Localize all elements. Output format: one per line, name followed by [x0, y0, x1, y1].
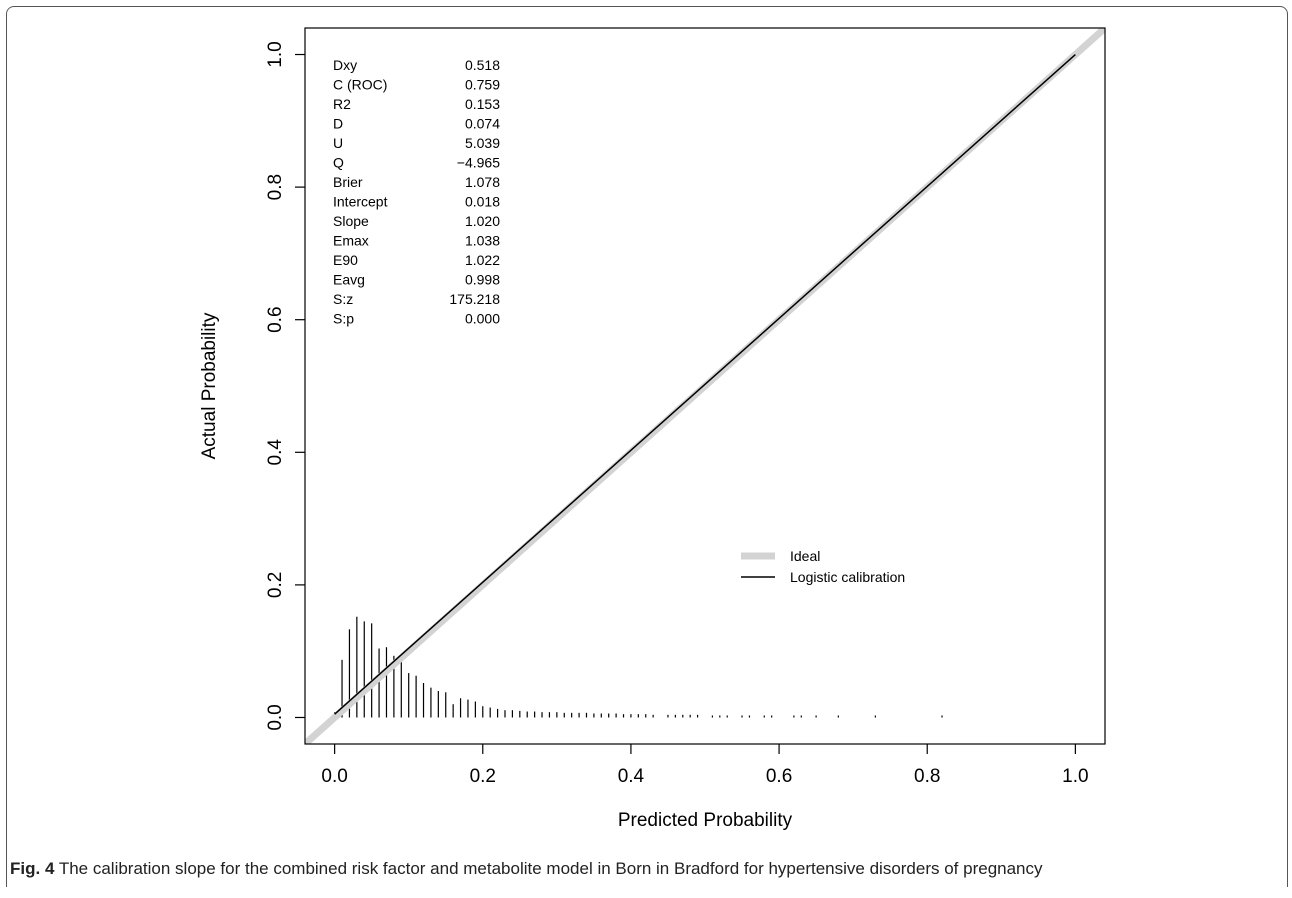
stat-label: D	[333, 116, 343, 132]
x-tick-label: 0.6	[766, 766, 792, 787]
stat-label: Slope	[333, 213, 369, 229]
y-tick-label: 1.0	[265, 41, 286, 67]
stat-value: 0.998	[465, 272, 500, 288]
x-tick-label: 0.4	[618, 766, 645, 787]
stat-value: 0.018	[465, 194, 500, 210]
stat-label: S:p	[333, 311, 354, 327]
y-axis: 0.0 0.2 0.4 0.6 0.8 1.0	[265, 41, 305, 731]
figure-caption: Fig. 4 The calibration slope for the com…	[10, 859, 1280, 879]
y-tick-label: 0.4	[265, 439, 286, 466]
logistic-calibration-line	[334, 53, 1076, 715]
figure-frame	[6, 6, 1288, 887]
series-lines	[305, 28, 1105, 744]
stat-value: 0.074	[465, 116, 500, 132]
stat-label: C (ROC)	[333, 77, 387, 93]
x-axis-label: Predicted Probability	[618, 810, 793, 831]
stat-value: 5.039	[465, 135, 500, 151]
stat-label: S:z	[333, 291, 353, 307]
stat-label: Emax	[333, 233, 369, 249]
y-axis-label: Actual Probability	[199, 312, 220, 459]
stat-value: 1.078	[465, 174, 500, 190]
y-tick-label: 0.6	[265, 306, 286, 332]
stat-label: E90	[333, 252, 358, 268]
stat-value: 1.038	[465, 233, 500, 249]
x-tick-label: 0.2	[470, 766, 496, 787]
legend: Ideal Logistic calibration	[741, 548, 905, 585]
stat-label: Eavg	[333, 272, 365, 288]
x-tick-label: 1.0	[1062, 766, 1088, 787]
y-tick-label: 0.8	[265, 174, 286, 200]
stat-value: 1.022	[465, 252, 500, 268]
stat-label: U	[333, 135, 343, 151]
x-tick-label: 0.0	[321, 766, 347, 787]
y-tick-label: 0.2	[265, 572, 286, 598]
stat-value: 0.000	[465, 311, 500, 327]
x-axis: 0.0 0.2 0.4 0.6 0.8 1.0	[321, 744, 1089, 787]
caption-label: Fig. 4	[10, 859, 55, 878]
stats-table: Dxy 0.518 C (ROC) 0.759 R2 0.153 D 0.074 U 5.039 Q…	[333, 57, 500, 327]
x-tick-label: 0.8	[914, 766, 940, 787]
y-tick-label: 0.0	[265, 704, 286, 730]
stat-label: Intercept	[333, 194, 388, 210]
stat-label: Q	[333, 155, 344, 171]
stat-value: 0.518	[465, 57, 500, 73]
legend-label: Ideal	[790, 548, 820, 564]
caption-text: The calibration slope for the combined r…	[58, 859, 1043, 878]
plot-box	[304, 27, 1106, 745]
legend-label: Logistic calibration	[790, 569, 905, 585]
stat-value: −4.965	[457, 155, 500, 171]
stat-label: Dxy	[333, 57, 357, 73]
stat-value: 1.020	[465, 213, 500, 229]
stat-value: 0.759	[465, 77, 500, 93]
stat-label: Brier	[333, 174, 363, 190]
stat-value: 0.153	[465, 96, 500, 112]
stat-label: R2	[333, 96, 351, 112]
histogram-ticks	[334, 616, 943, 718]
stat-value: 175.218	[449, 291, 500, 307]
